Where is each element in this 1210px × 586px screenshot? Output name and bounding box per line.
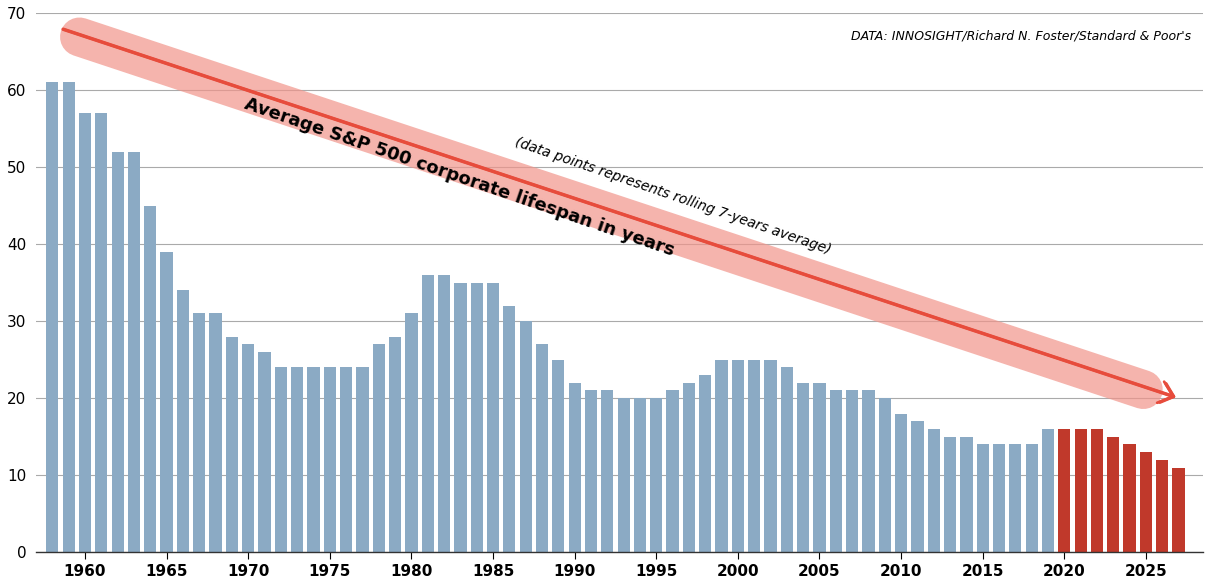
Bar xyxy=(552,360,564,552)
Bar xyxy=(813,383,825,552)
Bar xyxy=(863,390,875,552)
Bar xyxy=(259,352,271,552)
Bar xyxy=(895,414,908,552)
Bar xyxy=(340,367,352,552)
Bar xyxy=(1042,429,1054,552)
Bar xyxy=(194,314,206,552)
Bar xyxy=(388,336,402,552)
Bar xyxy=(177,290,189,552)
Bar xyxy=(584,390,597,552)
Bar xyxy=(1124,444,1136,552)
Bar xyxy=(438,275,450,552)
Bar xyxy=(79,113,91,552)
Bar xyxy=(617,398,629,552)
Bar xyxy=(928,429,940,552)
Bar xyxy=(830,390,842,552)
Bar xyxy=(634,398,646,552)
Bar xyxy=(650,398,662,552)
Bar xyxy=(1140,452,1152,552)
Bar xyxy=(373,344,385,552)
Bar xyxy=(292,367,304,552)
Bar xyxy=(63,82,75,552)
Bar xyxy=(96,113,108,552)
Bar xyxy=(307,367,319,552)
Bar xyxy=(715,360,727,552)
Bar xyxy=(519,321,532,552)
Bar xyxy=(503,306,515,552)
Bar xyxy=(1091,429,1104,552)
Bar xyxy=(324,367,336,552)
Bar xyxy=(111,152,123,552)
Bar xyxy=(242,344,254,552)
Bar xyxy=(748,360,760,552)
Bar xyxy=(846,390,858,552)
Bar xyxy=(1107,437,1119,552)
Bar xyxy=(780,367,793,552)
Bar xyxy=(1172,468,1185,552)
Bar xyxy=(732,360,744,552)
Bar xyxy=(1074,429,1087,552)
Bar xyxy=(976,444,989,552)
Bar xyxy=(275,367,287,552)
Bar xyxy=(911,421,923,552)
Text: (data points represents rolling 7-years average): (data points represents rolling 7-years … xyxy=(509,134,832,257)
Bar xyxy=(682,383,695,552)
Bar xyxy=(1156,460,1169,552)
Bar xyxy=(797,383,809,552)
Text: DATA: INNOSIGHT/Richard N. Foster/Standard & Poor's: DATA: INNOSIGHT/Richard N. Foster/Standa… xyxy=(852,29,1192,42)
Bar xyxy=(601,390,613,552)
Bar xyxy=(454,282,467,552)
Bar xyxy=(569,383,581,552)
Bar xyxy=(209,314,221,552)
Bar xyxy=(961,437,973,552)
Bar xyxy=(471,282,483,552)
Bar xyxy=(1009,444,1021,552)
Bar xyxy=(765,360,777,552)
Bar xyxy=(405,314,417,552)
Bar xyxy=(161,252,173,552)
Bar xyxy=(878,398,891,552)
Bar xyxy=(357,367,369,552)
Bar xyxy=(1026,444,1038,552)
Bar xyxy=(993,444,1006,552)
Bar xyxy=(944,437,956,552)
Text: Average S&P 500 corporate lifespan in years: Average S&P 500 corporate lifespan in ye… xyxy=(242,96,676,260)
Bar xyxy=(667,390,679,552)
Bar xyxy=(486,282,500,552)
Bar xyxy=(144,206,156,552)
Bar xyxy=(699,375,711,552)
Bar xyxy=(536,344,548,552)
Bar xyxy=(226,336,238,552)
Bar xyxy=(128,152,140,552)
Bar xyxy=(421,275,434,552)
Bar xyxy=(1059,429,1071,552)
Bar xyxy=(46,82,58,552)
